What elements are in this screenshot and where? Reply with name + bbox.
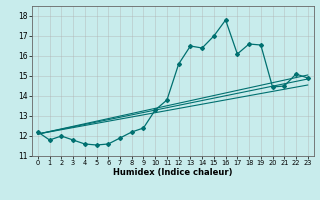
X-axis label: Humidex (Indice chaleur): Humidex (Indice chaleur) [113,168,233,177]
